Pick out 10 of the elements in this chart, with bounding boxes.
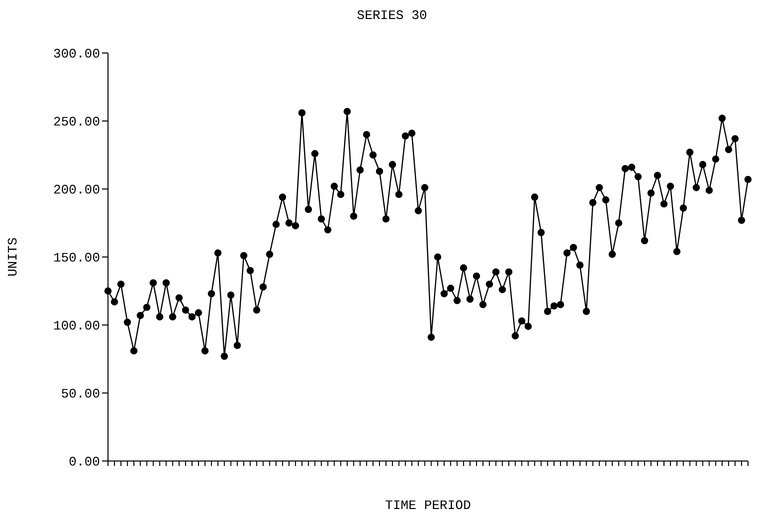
y-tick-label: 100.00 <box>53 318 100 334</box>
y-tick-label: 50.00 <box>60 386 100 402</box>
y-axis-title: UNITS <box>6 237 21 277</box>
y-tick-label: 150.00 <box>53 250 100 266</box>
x-axis-title: TIME PERIOD <box>385 498 472 513</box>
y-tick-label: 250.00 <box>53 114 100 130</box>
y-tick-label: 0.00 <box>68 454 100 470</box>
chart-title: SERIES 30 <box>356 8 428 23</box>
y-tick-label: 300.00 <box>53 46 100 62</box>
y-tick-label: 200.00 <box>53 182 100 198</box>
